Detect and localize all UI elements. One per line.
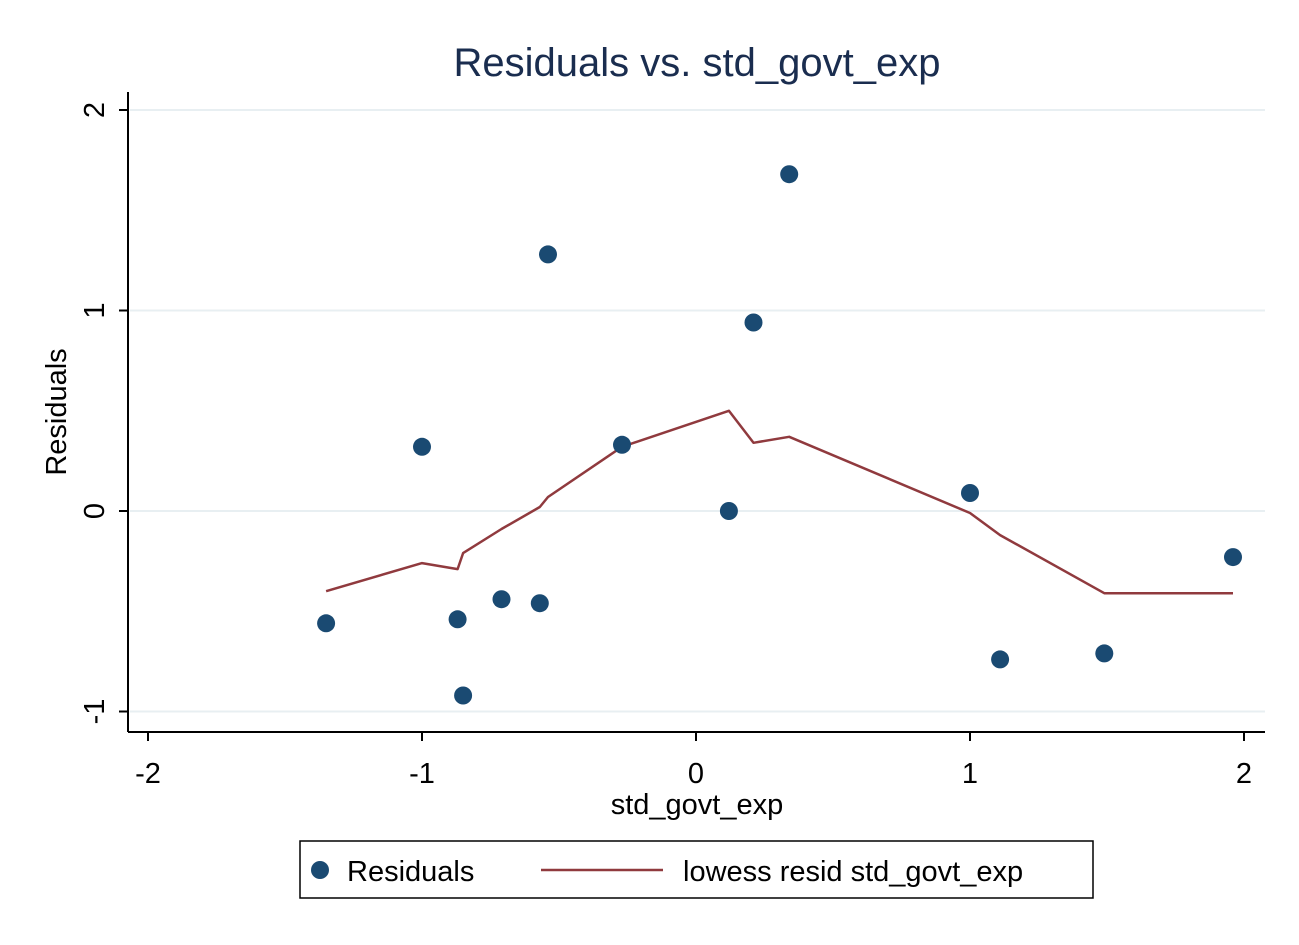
scatter-point [492,590,511,609]
ticks: -1 0 1 2 -2 -1 0 1 2 [79,102,1252,790]
x-axis-title: std_govt_exp [611,789,784,821]
lowess-line [325,409,1233,595]
y-tick-label: 0 [79,503,111,519]
scatter-point [317,614,336,633]
scatter-point [780,165,799,184]
x-tick-label: 1 [962,758,978,790]
scatter-point [991,650,1010,669]
scatter-point [454,686,473,705]
y-tick-label: -1 [79,699,111,725]
x-tick-label: -1 [409,758,435,790]
lowess-line-layer [325,409,1233,595]
scatter-point [413,437,431,456]
y-axis-title: Residuals [41,348,73,475]
scatter-point [1224,548,1242,567]
legend-label-residuals: Residuals [347,856,474,888]
scatter-point [613,435,631,454]
scatter-points [317,165,1242,705]
y-tick-label: 1 [79,302,111,318]
legend: Residuals lowess resid std_govt_exp [299,840,1094,899]
legend-label-lowess: lowess resid std_govt_exp [683,856,1023,888]
legend-marker-residuals [311,861,329,879]
scatter-point [961,484,979,502]
x-tick-label: 0 [688,758,704,790]
scatter-point [448,610,467,629]
scatter-point [1095,644,1114,663]
chart-title: Residuals vs. std_govt_exp [454,41,941,85]
gridlines [130,109,1265,713]
y-tick-label: 2 [79,102,111,118]
legend-box [299,840,1094,899]
scatter-point [744,313,763,332]
scatter-point [719,502,738,520]
x-tick-label: 2 [1236,758,1252,790]
scatter-point [539,245,557,264]
x-tick-label: -2 [135,758,161,790]
axes [127,92,1265,733]
scatter-point [530,594,549,613]
